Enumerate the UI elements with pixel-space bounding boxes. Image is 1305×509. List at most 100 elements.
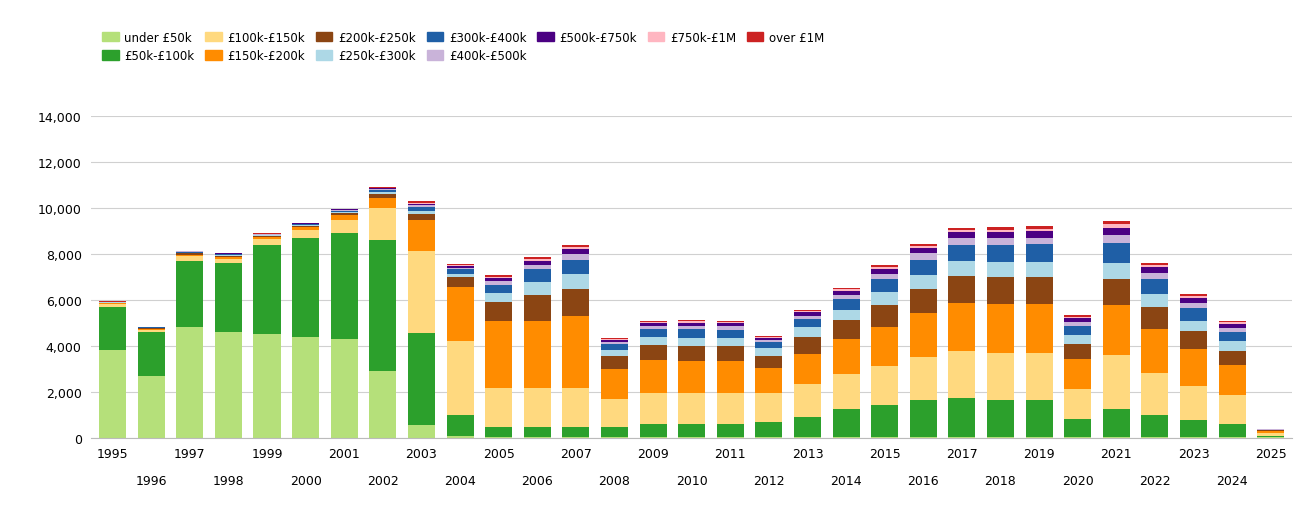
Text: 2024: 2024 <box>1216 474 1248 487</box>
Bar <box>330 234 358 339</box>
Bar <box>562 427 590 437</box>
Bar <box>949 262 975 277</box>
Bar <box>1180 295 1207 296</box>
Bar <box>485 277 512 278</box>
Bar <box>1180 420 1207 437</box>
Bar <box>253 240 281 245</box>
Bar <box>137 330 164 332</box>
Bar <box>910 314 937 357</box>
Bar <box>1142 308 1168 330</box>
Bar <box>1180 332 1207 349</box>
Bar <box>1064 319 1091 322</box>
Bar <box>1064 317 1091 319</box>
Bar <box>446 342 474 415</box>
Bar <box>1064 389 1091 419</box>
Bar <box>910 248 937 254</box>
Bar <box>137 332 164 376</box>
Bar <box>833 321 860 340</box>
Bar <box>756 349 783 356</box>
Bar <box>1142 415 1168 437</box>
Bar <box>485 294 512 302</box>
Bar <box>1219 424 1246 437</box>
Bar <box>793 310 821 312</box>
Bar <box>600 437 628 438</box>
Bar <box>1142 373 1168 415</box>
Bar <box>987 437 1014 438</box>
Bar <box>756 338 783 341</box>
Bar <box>369 189 397 190</box>
Text: 2016: 2016 <box>907 474 940 487</box>
Bar <box>408 203 435 204</box>
Bar <box>1103 305 1130 356</box>
Bar <box>1026 227 1053 230</box>
Bar <box>949 303 975 351</box>
Bar <box>1103 236 1130 243</box>
Bar <box>485 302 512 321</box>
Bar <box>99 304 127 305</box>
Bar <box>1180 296 1207 298</box>
Bar <box>1257 436 1284 438</box>
Bar <box>1180 298 1207 303</box>
Bar <box>793 417 821 437</box>
Legend: under £50k, £50k-£100k, £100k-£150k, £150k-£200k, £200k-£250k, £250k-£300k, £300: under £50k, £50k-£100k, £100k-£150k, £15… <box>98 27 829 68</box>
Bar <box>910 246 937 248</box>
Bar <box>679 393 705 425</box>
Bar <box>987 353 1014 401</box>
Bar <box>987 233 1014 239</box>
Bar <box>756 343 783 349</box>
Bar <box>562 254 590 260</box>
Bar <box>330 209 358 210</box>
Bar <box>1219 323 1246 324</box>
Bar <box>872 269 898 274</box>
Bar <box>137 328 164 329</box>
Bar <box>292 225 320 226</box>
Bar <box>793 316 821 319</box>
Bar <box>1064 419 1091 437</box>
Bar <box>756 336 783 337</box>
Bar <box>562 245 590 247</box>
Bar <box>408 425 435 438</box>
Bar <box>369 192 397 194</box>
Bar <box>793 437 821 438</box>
Bar <box>987 239 1014 245</box>
Bar <box>523 321 551 388</box>
Bar <box>1064 322 1091 326</box>
Bar <box>1026 238 1053 245</box>
Bar <box>523 437 551 438</box>
Bar <box>446 266 474 267</box>
Bar <box>949 231 975 233</box>
Bar <box>215 254 241 256</box>
Bar <box>523 282 551 296</box>
Bar <box>1180 386 1207 420</box>
Bar <box>1103 243 1130 264</box>
Bar <box>99 351 127 438</box>
Bar <box>562 317 590 388</box>
Bar <box>408 206 435 207</box>
Bar <box>639 346 667 360</box>
Bar <box>1219 365 1246 395</box>
Bar <box>639 323 667 324</box>
Bar <box>600 399 628 427</box>
Bar <box>369 190 397 192</box>
Bar <box>910 244 937 246</box>
Bar <box>600 338 628 339</box>
Bar <box>872 327 898 366</box>
Bar <box>176 253 204 254</box>
Bar <box>1142 266 1168 268</box>
Bar <box>639 437 667 438</box>
Bar <box>679 347 705 361</box>
Bar <box>1180 349 1207 386</box>
Bar <box>485 321 512 388</box>
Bar <box>833 437 860 438</box>
Bar <box>1142 330 1168 373</box>
Bar <box>99 301 127 302</box>
Bar <box>485 278 512 281</box>
Bar <box>446 415 474 437</box>
Bar <box>99 305 127 307</box>
Bar <box>833 290 860 291</box>
Bar <box>1103 410 1130 437</box>
Bar <box>446 274 474 278</box>
Bar <box>872 405 898 437</box>
Bar <box>446 288 474 342</box>
Bar <box>910 401 937 437</box>
